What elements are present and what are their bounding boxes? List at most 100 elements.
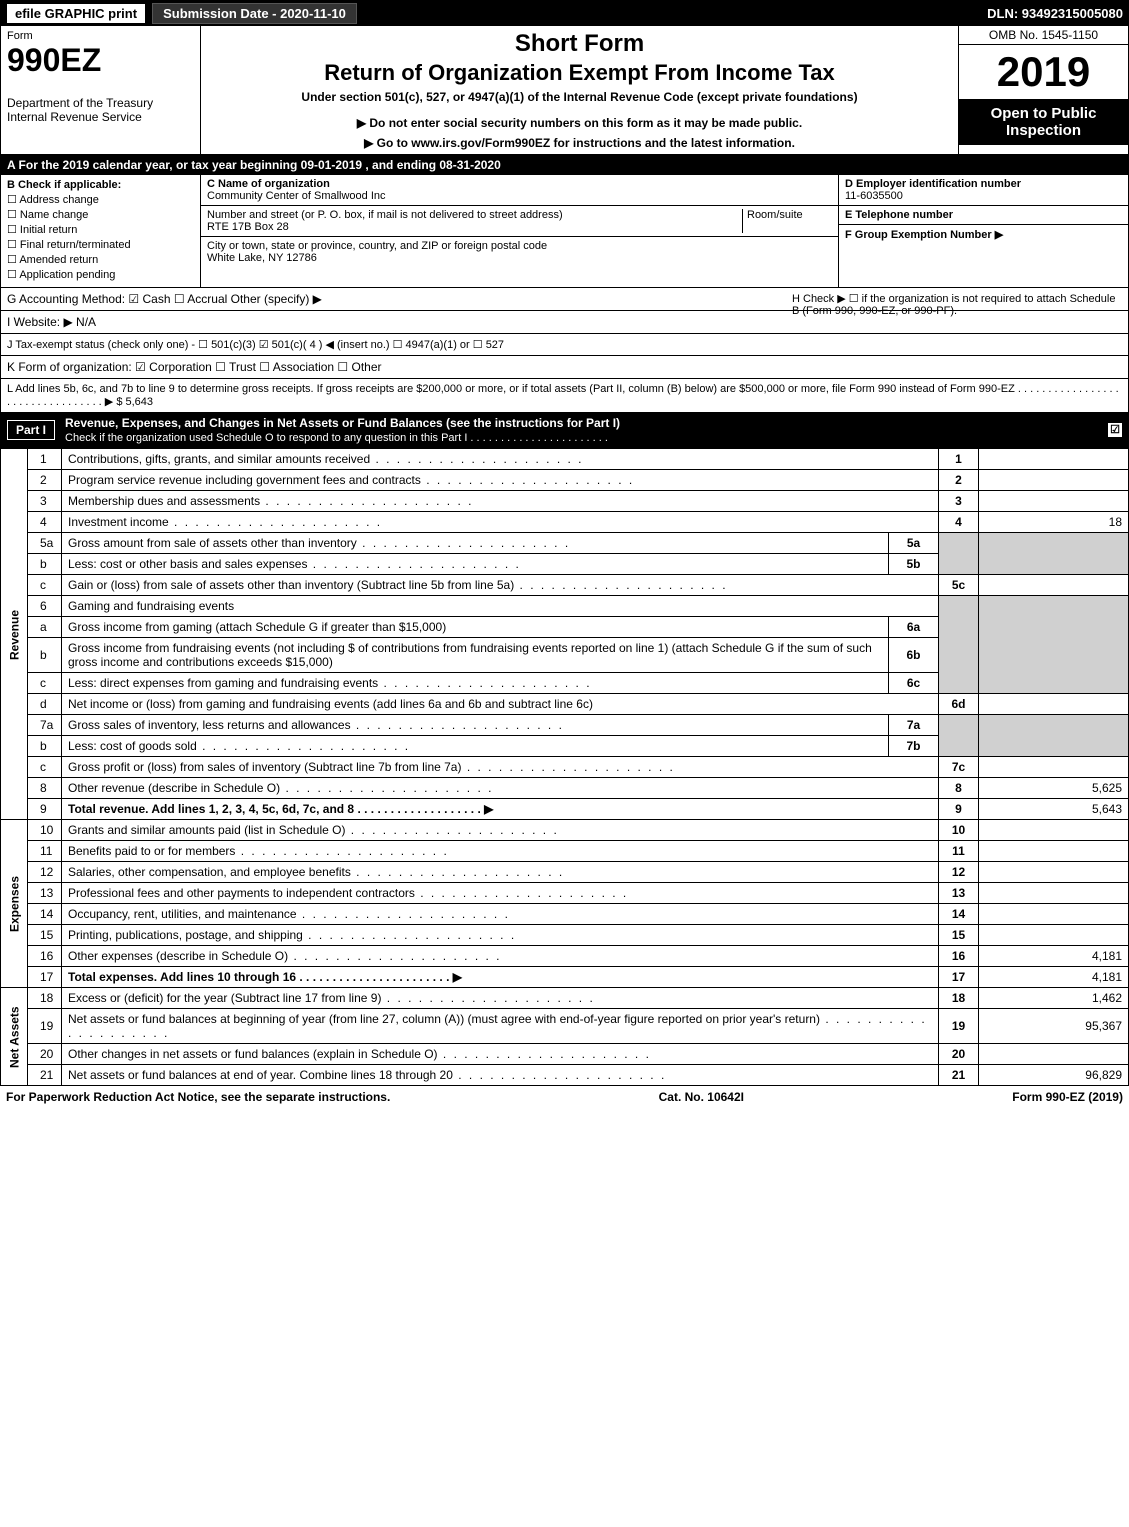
- l18-code: 18: [939, 988, 979, 1009]
- l5b-sub: 5b: [889, 554, 939, 575]
- l20-num: 20: [28, 1044, 62, 1065]
- dept-irs: Internal Revenue Service: [7, 110, 194, 124]
- part1-subtitle: Check if the organization used Schedule …: [65, 432, 608, 444]
- l3-amt: [979, 491, 1129, 512]
- l2-num: 2: [28, 470, 62, 491]
- l7c-code: 7c: [939, 757, 979, 778]
- l5c-code: 5c: [939, 575, 979, 596]
- section-b-title: B Check if applicable:: [7, 179, 121, 191]
- l7a-desc: Gross sales of inventory, less returns a…: [62, 715, 889, 736]
- omb-number: OMB No. 1545-1150: [959, 26, 1128, 45]
- l15-code: 15: [939, 925, 979, 946]
- l11-code: 11: [939, 841, 979, 862]
- l13-desc: Professional fees and other payments to …: [62, 883, 939, 904]
- l8-amt: 5,625: [979, 778, 1129, 799]
- l5a-sub: 5a: [889, 533, 939, 554]
- part1-checkbox[interactable]: ☑: [1108, 423, 1122, 437]
- form-number: 990EZ: [7, 44, 194, 76]
- l14-desc: Occupancy, rent, utilities, and maintena…: [62, 904, 939, 925]
- l1-num: 1: [28, 449, 62, 470]
- info-block: B Check if applicable: ☐ Address change …: [0, 175, 1129, 288]
- f-group-label: F Group Exemption Number ▶: [845, 229, 1003, 241]
- side-expenses: Expenses: [1, 820, 28, 988]
- header-center: Short Form Return of Organization Exempt…: [201, 26, 958, 154]
- chk-application-pending[interactable]: ☐ Application pending: [7, 268, 194, 281]
- l21-desc: Net assets or fund balances at end of ye…: [62, 1065, 939, 1086]
- line-g: G Accounting Method: ☑ Cash ☐ Accrual Ot…: [7, 292, 322, 306]
- l12-code: 12: [939, 862, 979, 883]
- l16-code: 16: [939, 946, 979, 967]
- section-b: B Check if applicable: ☐ Address change …: [1, 175, 201, 287]
- l18-amt: 1,462: [979, 988, 1129, 1009]
- page-footer: For Paperwork Reduction Act Notice, see …: [0, 1086, 1129, 1108]
- l11-amt: [979, 841, 1129, 862]
- chk-initial-return[interactable]: ☐ Initial return: [7, 223, 194, 236]
- l6-desc: Gaming and fundraising events: [62, 596, 939, 617]
- side-revenue: Revenue: [1, 449, 28, 820]
- l15-num: 15: [28, 925, 62, 946]
- l8-code: 8: [939, 778, 979, 799]
- goto-link[interactable]: ▶ Go to www.irs.gov/Form990EZ for instru…: [211, 136, 948, 150]
- tax-year-big: 2019: [959, 45, 1128, 99]
- l6c-num: c: [28, 673, 62, 694]
- l3-code: 3: [939, 491, 979, 512]
- chk-name-change[interactable]: ☐ Name change: [7, 208, 194, 221]
- no-ssn-note: ▶ Do not enter social security numbers o…: [211, 116, 948, 130]
- e-phone-label: E Telephone number: [845, 209, 953, 221]
- org-city: White Lake, NY 12786: [207, 252, 317, 264]
- l4-code: 4: [939, 512, 979, 533]
- l21-code: 21: [939, 1065, 979, 1086]
- l7a-sub: 7a: [889, 715, 939, 736]
- l19-num: 19: [28, 1009, 62, 1044]
- l6c-sub: 6c: [889, 673, 939, 694]
- dln-label: DLN: 93492315005080: [987, 6, 1123, 21]
- footer-right: Form 990-EZ (2019): [1012, 1090, 1123, 1104]
- footer-mid: Cat. No. 10642I: [659, 1090, 744, 1104]
- l3-num: 3: [28, 491, 62, 512]
- l8-desc: Other revenue (describe in Schedule O): [62, 778, 939, 799]
- l20-code: 20: [939, 1044, 979, 1065]
- l9-num: 9: [28, 799, 62, 820]
- efile-print-button[interactable]: efile GRAPHIC print: [6, 3, 146, 24]
- l6c-desc: Less: direct expenses from gaming and fu…: [62, 673, 889, 694]
- line-k: K Form of organization: ☑ Corporation ☐ …: [1, 356, 1128, 379]
- l6a-num: a: [28, 617, 62, 638]
- l4-num: 4: [28, 512, 62, 533]
- l7b-desc: Less: cost of goods sold: [62, 736, 889, 757]
- l4-desc: Investment income: [62, 512, 939, 533]
- l5b-num: b: [28, 554, 62, 575]
- l6d-code: 6d: [939, 694, 979, 715]
- l20-amt: [979, 1044, 1129, 1065]
- l14-code: 14: [939, 904, 979, 925]
- l3-desc: Membership dues and assessments: [62, 491, 939, 512]
- under-section-text: Under section 501(c), 527, or 4947(a)(1)…: [211, 90, 948, 104]
- l7c-amt: [979, 757, 1129, 778]
- ein-value: 11-6035500: [845, 190, 903, 202]
- chk-address-change[interactable]: ☐ Address change: [7, 193, 194, 206]
- chk-final-return[interactable]: ☐ Final return/terminated: [7, 238, 194, 251]
- org-name: Community Center of Smallwood Inc: [207, 190, 386, 202]
- short-form-title: Short Form: [211, 30, 948, 58]
- l1-code: 1: [939, 449, 979, 470]
- chk-amended-return[interactable]: ☐ Amended return: [7, 253, 194, 266]
- org-street: RTE 17B Box 28: [207, 221, 289, 233]
- l9-desc: Total revenue. Add lines 1, 2, 3, 4, 5c,…: [62, 799, 939, 820]
- l6d-num: d: [28, 694, 62, 715]
- top-bar: efile GRAPHIC print Submission Date - 20…: [0, 0, 1129, 26]
- l15-desc: Printing, publications, postage, and shi…: [62, 925, 939, 946]
- l6d-desc: Net income or (loss) from gaming and fun…: [62, 694, 939, 715]
- l11-desc: Benefits paid to or for members: [62, 841, 939, 862]
- part1-label: Part I: [7, 420, 55, 440]
- submission-date-button[interactable]: Submission Date - 2020-11-10: [152, 3, 357, 24]
- l6a-desc: Gross income from gaming (attach Schedul…: [62, 617, 889, 638]
- l6-num: 6: [28, 596, 62, 617]
- line-a-tax-year: A For the 2019 calendar year, or tax yea…: [0, 155, 1129, 175]
- l20-desc: Other changes in net assets or fund bala…: [62, 1044, 939, 1065]
- room-suite-label: Room/suite: [742, 209, 832, 233]
- l10-num: 10: [28, 820, 62, 841]
- l13-num: 13: [28, 883, 62, 904]
- l5b-desc: Less: cost or other basis and sales expe…: [62, 554, 889, 575]
- l10-amt: [979, 820, 1129, 841]
- l17-desc: Total expenses. Add lines 10 through 16 …: [62, 967, 939, 988]
- l7b-num: b: [28, 736, 62, 757]
